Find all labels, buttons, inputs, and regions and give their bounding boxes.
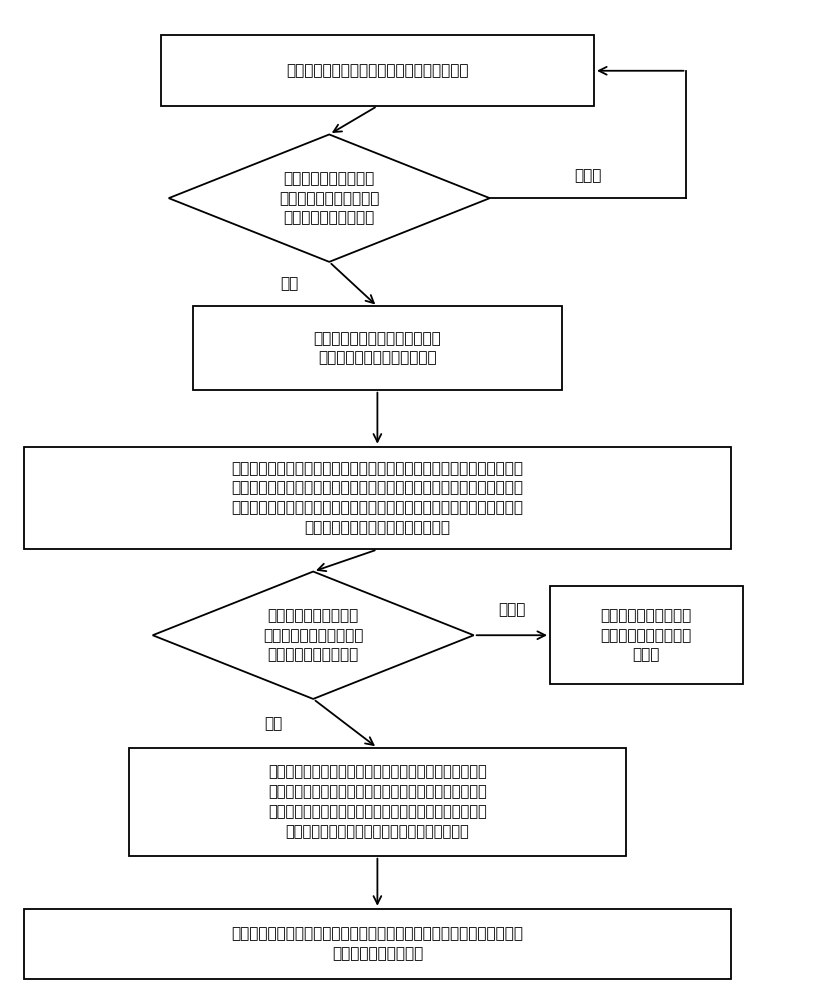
Text: 根据中性点零序电压的
实时突变量及实时幅值，
判断是否存在接地故障: 根据中性点零序电压的 实时突变量及实时幅值， 判断是否存在接地故障 (263, 608, 364, 663)
Polygon shape (169, 134, 490, 262)
Text: 切除第一条故障线路；对于除去第一条故障线路以外的配电网中的其余各
条线路，采集第一条故障线路切除前的零序电流和第一条故障线路切除后
的零序电流；同时，采集第一条: 切除第一条故障线路；对于除去第一条故障线路以外的配电网中的其余各 条线路，采集第… (232, 461, 523, 535)
Text: 不存在: 不存在 (498, 603, 526, 618)
FancyBboxPatch shape (161, 35, 594, 106)
FancyBboxPatch shape (192, 306, 562, 390)
Text: 对其余各条线路，利用第一条故障线路切除前的零序电流
和中性点零序电压，第一条故障线路切除后的零序电流和
中性点零序电压，得到额定线电压时金属性接地情况下的
切除: 对其余各条线路，利用第一条故障线路切除前的零序电流 和中性点零序电压，第一条故障… (268, 765, 486, 839)
FancyBboxPatch shape (25, 447, 731, 549)
Text: 不存在: 不存在 (574, 168, 602, 183)
Text: 采集配电网各线路零序电流及中性点零序电压: 采集配电网各线路零序电流及中性点零序电压 (286, 63, 468, 78)
Polygon shape (152, 572, 473, 699)
FancyBboxPatch shape (550, 586, 743, 684)
FancyBboxPatch shape (129, 748, 627, 856)
Text: 根据中性点零序电压的
实时突变量及实时幅值，
判断是否存在接地故障: 根据中性点零序电压的 实时突变量及实时幅值， 判断是否存在接地故障 (279, 171, 379, 225)
Text: 存在: 存在 (280, 277, 298, 292)
FancyBboxPatch shape (25, 909, 731, 979)
Text: 存在: 存在 (264, 716, 283, 731)
Text: 从其余各条线路中，提取切除前后零序电流折算值之差的最大值对应的线
路作为第二条故障线路: 从其余各条线路中，提取切除前后零序电流折算值之差的最大值对应的线 路作为第二条故… (232, 927, 523, 961)
Text: 根据单相接地故障暂态特征，利
用小波法选出第一条故障线路: 根据单相接地故障暂态特征，利 用小波法选出第一条故障线路 (314, 331, 441, 365)
Text: 为单相单点接地故障，
以第一条故障线路为选
线结果: 为单相单点接地故障， 以第一条故障线路为选 线结果 (600, 608, 692, 663)
